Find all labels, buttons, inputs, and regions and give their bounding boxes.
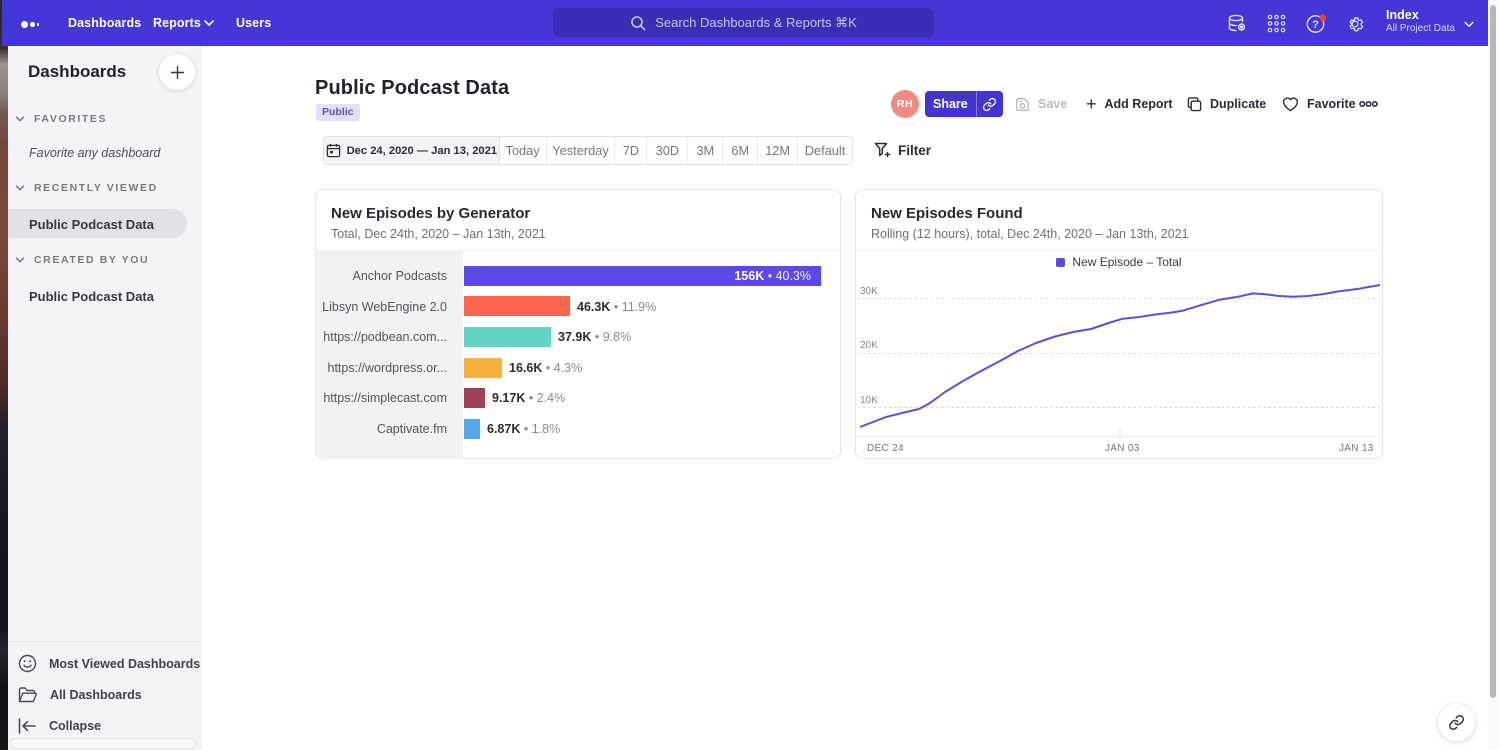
svg-text:?: ?	[1312, 19, 1319, 31]
